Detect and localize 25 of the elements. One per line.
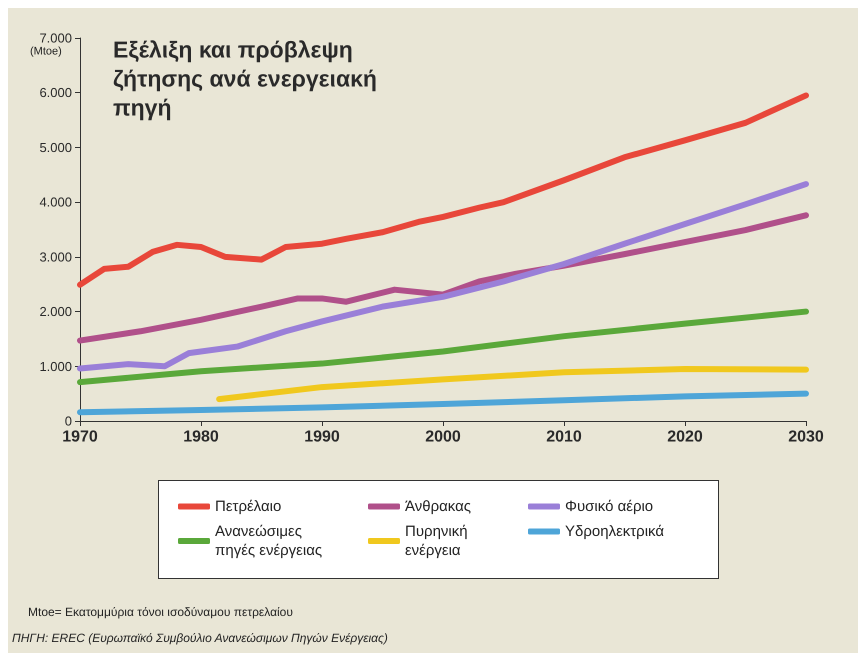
x-tick-label: 2010 bbox=[546, 428, 582, 446]
legend-label: Φυσικό αέριο bbox=[565, 498, 654, 515]
x-tick-label: 2020 bbox=[667, 428, 703, 446]
legend-label: Υδροηλεκτρικά bbox=[565, 523, 664, 540]
legend-label: Πετρέλαιο bbox=[215, 498, 282, 515]
y-tick-label: 1.000 bbox=[39, 358, 72, 374]
y-tick-label: 5.000 bbox=[39, 140, 72, 155]
y-tick-label: 0 bbox=[64, 414, 72, 428]
y-axis-title: (Mtoe) bbox=[30, 46, 62, 58]
x-tick-label: 2000 bbox=[425, 428, 461, 446]
legend-label: Ανανεώσιμες πηγές ενέργειας bbox=[215, 523, 322, 559]
y-tick-label: 7.000 bbox=[39, 30, 72, 46]
text: Mtoe= Εκατομμύρια τόνοι ισοδύναμου πετρελαίου bbox=[28, 605, 293, 619]
y-tick-label: 6.000 bbox=[39, 85, 72, 100]
text: Εξέλιξη και πρόβλεψη ζήτησης ανά ενεργειακή πηγή bbox=[113, 36, 384, 120]
y-tick-label: 4.000 bbox=[39, 194, 72, 210]
x-tick-label: 1980 bbox=[183, 428, 219, 446]
y-tick-label: 3.000 bbox=[39, 249, 72, 264]
x-tick-label: 2030 bbox=[788, 428, 824, 446]
legend-label: Πυρηνική ενέργεια bbox=[405, 523, 468, 559]
x-tick-label: 1970 bbox=[62, 428, 98, 446]
legend-label: Άνθρακας bbox=[405, 498, 472, 515]
text: ΠΗΓΗ: EREC (Ευρωπαϊκό Συμβούλιο Ανανεώσιμων Πηγών Ενέργειας) bbox=[12, 631, 388, 645]
x-tick-label: 1990 bbox=[304, 428, 340, 446]
y-tick-label: 2.000 bbox=[39, 304, 72, 320]
